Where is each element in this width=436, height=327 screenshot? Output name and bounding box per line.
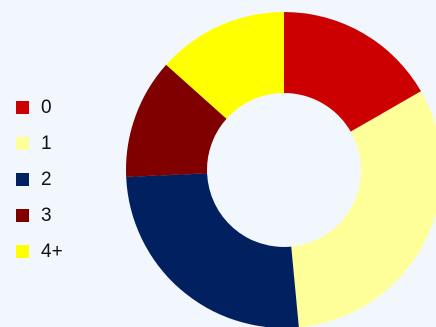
legend-label-1: 1 [41,132,52,154]
donut-slice-4 [166,11,284,119]
legend-label-3: 3 [41,204,52,226]
legend-swatch-4 [16,244,29,258]
legend-swatch-0 [16,100,29,114]
legend-label-0: 0 [41,96,52,118]
legend-label-4: 4+ [41,240,63,262]
chart-legend: 0 1 2 3 4+ [16,89,63,269]
legend-item-2: 2 [16,161,63,197]
donut-slice-2 [126,173,299,327]
legend-swatch-3 [16,208,29,222]
donut-slice-0 [284,12,421,132]
legend-label-2: 2 [41,168,52,190]
legend-item-0: 0 [16,89,63,125]
legend-swatch-2 [16,172,29,186]
donut-slice-3 [125,64,227,177]
legend-item-4: 4+ [16,233,63,269]
legend-item-3: 3 [16,197,63,233]
donut-slice-1 [291,91,436,327]
legend-item-1: 1 [16,125,63,161]
legend-swatch-1 [16,136,29,150]
